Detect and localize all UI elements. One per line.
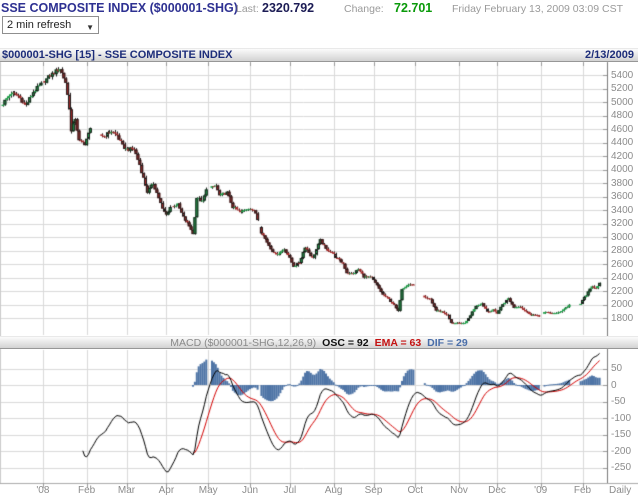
month-label: Feb xyxy=(573,485,592,496)
macd-tick-label: 0 xyxy=(611,379,617,391)
refresh-interval-dropdown[interactable]: 2 min refresh ▼ xyxy=(2,16,99,34)
last-label: Last: xyxy=(236,3,259,15)
macd-tick-label: -50 xyxy=(611,396,626,407)
macd-tick-label: -250 xyxy=(611,462,632,473)
price-tick-label: 2200 xyxy=(611,285,634,297)
month-label: Sep xyxy=(364,485,383,496)
price-tick-label: 4000 xyxy=(611,164,634,175)
price-tick-label: 5200 xyxy=(611,83,634,94)
price-tick-label: 2800 xyxy=(611,245,634,256)
month-label: Aug xyxy=(324,485,343,496)
period-label: Daily xyxy=(609,485,632,496)
macd-dif-value: DIF = 29 xyxy=(427,337,468,349)
chart-title-bar: $000001-SHG [15] - SSE COMPOSITE INDEX 2… xyxy=(0,48,638,62)
month-label: Nov xyxy=(450,485,468,496)
price-tick-label: 3200 xyxy=(611,218,634,229)
macd-tick-label: -100 xyxy=(611,412,632,424)
month-label: Oct xyxy=(407,485,424,496)
month-label: Feb xyxy=(77,485,96,496)
datetime-text: Friday February 13, 2009 03:09 CST xyxy=(452,3,624,15)
month-label: May xyxy=(198,485,218,496)
macd-tick-label: 50 xyxy=(611,363,623,374)
month-label: Jun xyxy=(241,485,259,496)
chart-date: 2/13/2009 xyxy=(585,49,634,61)
macd-params-label: MACD ($000001-SHG,12,26,9) xyxy=(170,337,317,349)
price-tick-label: 3000 xyxy=(611,231,634,243)
price-tick-label: 4800 xyxy=(611,110,634,121)
index-title: SSE COMPOSITE INDEX ($000001-SHG) xyxy=(1,1,238,15)
chevron-down-icon: ▼ xyxy=(86,23,94,32)
price-tick-label: 5000 xyxy=(611,96,634,108)
month-label: Apr xyxy=(158,485,175,496)
macd-osc-value: OSC = 92 xyxy=(322,337,369,349)
refresh-interval-value: 2 min refresh xyxy=(7,19,72,31)
price-tick-label: 4400 xyxy=(611,137,634,148)
price-tick-label: 4200 xyxy=(611,150,634,162)
change-value: 72.701 xyxy=(394,1,433,15)
month-label: '09 xyxy=(534,485,548,496)
last-value: 2320.792 xyxy=(262,1,315,15)
macd-tick-label: -200 xyxy=(611,445,632,457)
macd-header-bar: MACD ($000001-SHG,12,26,9) OSC = 92 EMA = … xyxy=(0,336,638,349)
price-tick-label: 2400 xyxy=(611,272,634,283)
price-tick-label: 3400 xyxy=(611,204,634,216)
month-label: Jul xyxy=(283,485,297,496)
price-tick-label: 5400 xyxy=(611,69,634,81)
price-tick-label: 1800 xyxy=(611,312,634,324)
price-tick-label: 2600 xyxy=(611,258,634,270)
price-tick-label: 4600 xyxy=(611,123,634,135)
price-tick-label: 2000 xyxy=(611,299,634,310)
macd-ema-value: EMA = 63 xyxy=(374,337,422,349)
change-label: Change: xyxy=(344,3,384,15)
month-label: Mar xyxy=(117,485,136,496)
month-label: '08 xyxy=(36,485,50,496)
macd-tick-label: -150 xyxy=(611,429,632,440)
month-label: Dec xyxy=(488,485,506,496)
chart-title: $000001-SHG [15] - SSE COMPOSITE INDEX xyxy=(2,49,233,61)
price-tick-label: 3800 xyxy=(611,177,634,189)
price-tick-label: 3600 xyxy=(611,191,634,202)
